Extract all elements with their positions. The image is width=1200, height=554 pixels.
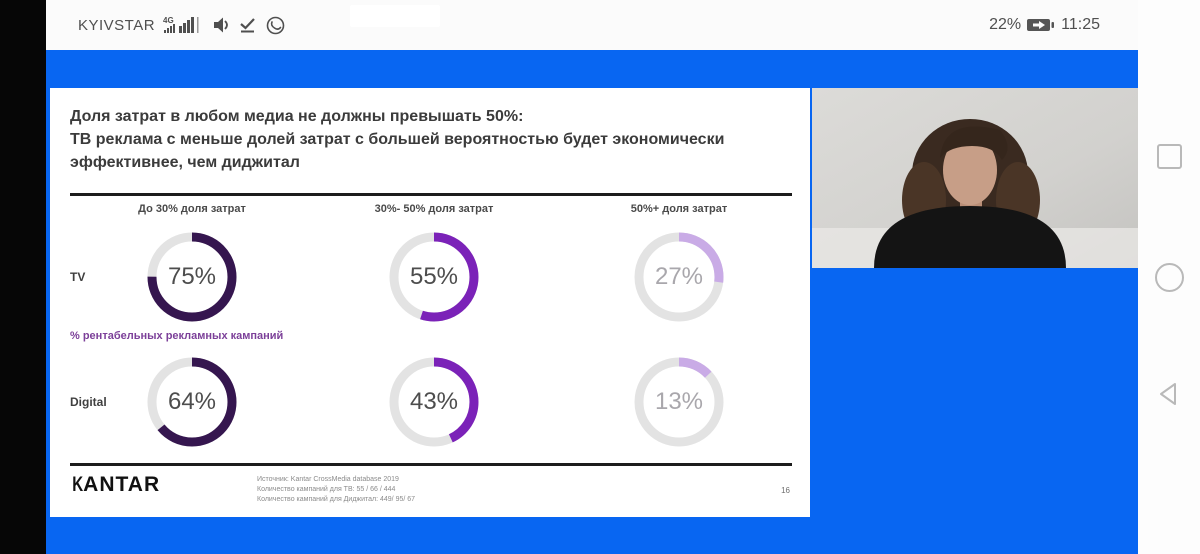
presenter-video: [812, 88, 1138, 268]
kantar-k-mark: K: [72, 473, 84, 496]
row-label-tv: TV: [70, 270, 86, 284]
volume-icon: [214, 17, 228, 33]
slide-page-number: 16: [781, 486, 790, 495]
donut-chart-digital-30-50: 43%: [388, 356, 480, 448]
signal-bars-icon: 4G: [163, 16, 199, 33]
left-letterbox-bar: [0, 0, 46, 554]
carrier-label: KYIVSTAR: [78, 16, 156, 34]
title-divider-line: [70, 193, 792, 196]
source-note: Источник: Kantar CrossMedia database 201…: [257, 475, 415, 505]
presentation-slide: Доля затрат в любом медиа не должны прев…: [50, 88, 810, 517]
footer-divider-line: [70, 463, 792, 466]
home-circle-icon: [1154, 262, 1184, 292]
column-header-30-50: 30%- 50% доля затрат: [374, 203, 494, 215]
source-line-1: Источник: Kantar CrossMedia database 201…: [257, 476, 399, 483]
check-underline-icon: [240, 18, 255, 33]
viber-phone-icon: [266, 16, 285, 34]
back-button[interactable]: [1154, 379, 1184, 409]
recents-square-icon: [1156, 143, 1182, 169]
recents-button[interactable]: [1154, 141, 1184, 171]
back-triangle-icon: [1160, 383, 1176, 405]
home-button[interactable]: [1154, 262, 1184, 292]
source-line-3: Количество кампаний для Диджитал: 449/ 9…: [257, 496, 416, 503]
battery-percent-label: 22%: [989, 16, 1022, 33]
donut-chart-digital-under30: 64%: [146, 356, 238, 448]
presenter-torso: [874, 206, 1066, 268]
android-nav-bar: [1138, 0, 1200, 554]
column-header-50-plus: 50%+ доля затрат: [630, 203, 728, 215]
metric-label: % рентабельных рекламных кампаний: [70, 330, 284, 342]
status-bar: KYIVSTAR 4G 22% 11:25: [46, 0, 1138, 50]
battery-charging-icon: [1027, 19, 1055, 31]
column-header-under-30: До 30% доля затрат: [138, 203, 246, 215]
presenter-face: [943, 135, 997, 205]
donut-chart-tv-50plus: 27%: [633, 231, 725, 323]
network-badge: 4G: [163, 16, 174, 25]
donut-chart-tv-30-50: 55%: [388, 231, 480, 323]
camera-cutout-area: [350, 5, 440, 27]
presenter-hair-front: [940, 126, 1008, 160]
presenter-webcam-tile[interactable]: [812, 88, 1138, 268]
clock-label: 11:25: [1061, 16, 1100, 33]
row-label-digital: Digital: [70, 395, 107, 409]
donut-chart-tv-under30: 75%: [146, 231, 238, 323]
status-icons: 4G: [163, 14, 285, 36]
donut-chart-digital-50plus: 13%: [633, 356, 725, 448]
kantar-logo-text: ANTAR: [83, 473, 161, 496]
source-line-2: Количество кампаний для ТВ: 55 / 66 / 44…: [257, 486, 396, 493]
slide-title: Доля затрат в любом медиа не должны прев…: [70, 108, 725, 171]
status-right-cluster: 22% 11:25: [989, 16, 1100, 34]
kantar-logo: KANTAR: [70, 473, 160, 497]
